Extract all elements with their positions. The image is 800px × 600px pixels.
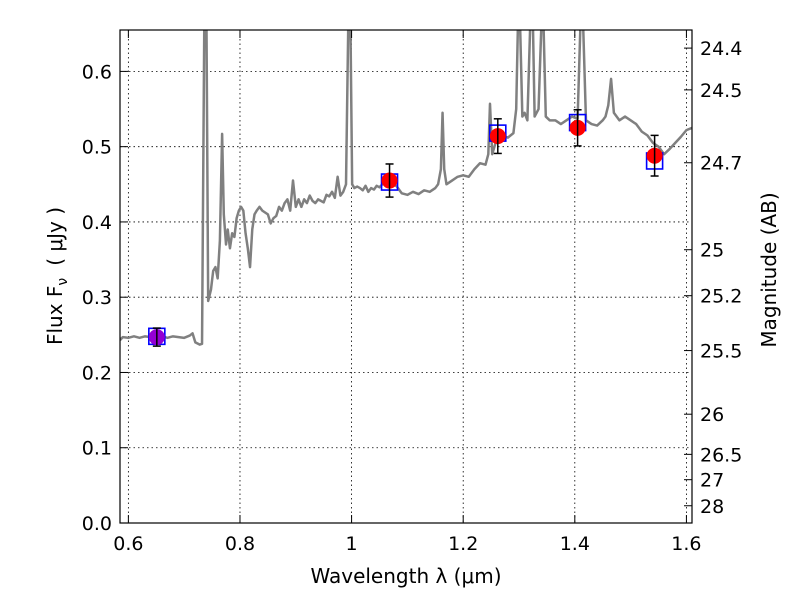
y-tick-label: 0.6	[82, 61, 112, 83]
mag-tick-label: 25.5	[700, 341, 742, 363]
spectrum-line	[120, 30, 692, 346]
mag-tick-label: 28	[700, 496, 724, 518]
x-tick-label: 1.2	[448, 533, 478, 555]
y2-axis-label: Magnitude (AB)	[757, 192, 781, 347]
y-axis-label-units: ( μJy )	[43, 207, 67, 266]
y-axis-label-main: Flux F	[43, 286, 67, 345]
mag-tick-label: 24.4	[700, 38, 742, 60]
y-tick-label: 0.1	[82, 438, 112, 460]
x-tick-label: 1.4	[560, 533, 590, 555]
mag-tick-label: 26.5	[700, 444, 742, 466]
x-tick-label: 1.6	[671, 533, 701, 555]
x-axis-label: Wavelength λ (μm)	[310, 564, 501, 588]
mag-tick-label: 25	[700, 240, 724, 262]
mag-tick-label: 25.2	[700, 286, 742, 308]
x-tick-label: 0.8	[225, 533, 255, 555]
y-tick-label: 0.4	[82, 212, 112, 234]
x-tick-label: 1	[346, 533, 358, 555]
svg-text:Flux Fν( μJy ): Flux Fν ( μJy )	[43, 207, 71, 345]
axis-ticks: 0.6 0.8 1 1.2 1.4 1.6 0.0 0.1 0.2 0.3 0.4 0.5 0.6 24.…	[82, 30, 742, 555]
y-axis-label-sub: ν	[55, 278, 71, 286]
mag-tick-label: 24.5	[700, 80, 742, 102]
x-tick-label: 0.6	[113, 533, 143, 555]
y-tick-label: 0.2	[82, 362, 112, 384]
y-axis-label: Flux Fν ( μJy )	[43, 207, 71, 345]
mag-tick-label: 24.7	[700, 153, 742, 175]
y-tick-label: 0.5	[82, 137, 112, 159]
plot-area	[120, 30, 692, 347]
y-tick-label: 0.3	[82, 287, 112, 309]
mag-tick-label: 26	[700, 404, 724, 426]
mag-tick-label: 27	[700, 470, 724, 492]
plot-frame	[119, 29, 693, 524]
y-tick-label: 0.0	[82, 513, 112, 535]
